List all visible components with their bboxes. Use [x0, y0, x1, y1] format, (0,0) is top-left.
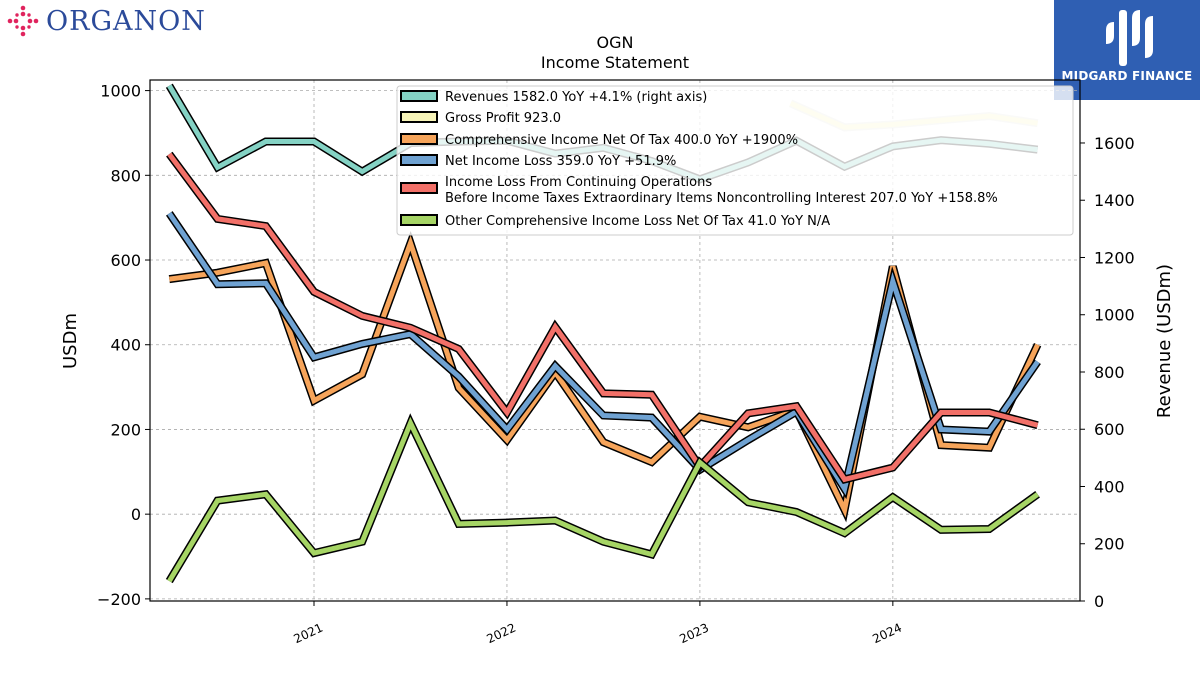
y-tick-label: 1000 — [100, 82, 141, 101]
organon-logo: ORGANON — [6, 4, 206, 38]
legend-swatch — [400, 154, 438, 166]
series-outline — [168, 231, 1042, 523]
x-tick-label: 2021 — [292, 621, 326, 647]
x-axis: 2021 2022 2023 2024 — [292, 601, 904, 646]
plot-frame — [149, 79, 1081, 602]
y-axis-right-label: Revenue (USDm) — [1154, 264, 1175, 418]
y-right-tick-label: 600 — [1094, 420, 1125, 439]
y-axis-label: USDm — [60, 313, 81, 369]
legend-label: Gross Profit 923.0 — [445, 111, 561, 126]
right-axis: 0 200 400 600 800 1000 1200 1400 1600 — [1080, 134, 1135, 611]
legend-label: Net Income Loss 359.0 YoY +51.9% — [445, 154, 676, 169]
y-right-tick-label: 400 — [1094, 477, 1125, 496]
x-tick-label: 2024 — [870, 621, 904, 647]
legend-swatch — [400, 90, 438, 102]
legend-swatch — [400, 111, 438, 123]
series-line — [167, 152, 1039, 483]
y-tick-label: 200 — [110, 420, 141, 439]
legend-swatch — [400, 133, 438, 145]
series-income-loss-from-continuing-operations-before-income-taxes-extraordinary-items-noncontrolling-interest — [166, 151, 1039, 484]
legend-label-line: Before Income Taxes Extraordinary Items … — [445, 191, 998, 206]
left-axis: −200 0 200 400 600 800 1000 — [97, 82, 150, 609]
x-tick-label: 2023 — [677, 621, 711, 647]
y-right-tick-label: 1400 — [1094, 191, 1135, 210]
midgard-finance-badge: MIDGARD FINANCE — [1054, 0, 1200, 100]
legend-label: Other Comprehensive Income Loss Net Of T… — [445, 214, 830, 229]
series-net-income-loss — [165, 211, 1041, 500]
legend-label-line: Income Loss From Continuing Operations — [445, 175, 712, 190]
y-tick-label: 600 — [110, 251, 141, 270]
legend-label: Comprehensive Income Net Of Tax 400.0 Yo… — [445, 133, 798, 148]
legend-label-line: Net Income Loss 359.0 YoY +51.9% — [445, 154, 676, 169]
legend-label-line: Revenues 1582.0 YoY +4.1% (right axis) — [445, 90, 707, 105]
midgard-finance-name: MIDGARD FINANCE — [1061, 69, 1193, 83]
series-other-comprehensive-income-loss-net-of-tax — [165, 413, 1040, 584]
legend-box — [396, 85, 1074, 236]
legend-label-line: Other Comprehensive Income Loss Net Of T… — [445, 214, 830, 229]
legend: Revenues 1582.0 YoY +4.1% (right axis) Gr… — [396, 85, 1074, 236]
legend-label: Revenues 1582.0 YoY +4.1% (right axis) — [445, 90, 707, 105]
y-tick-label: −200 — [97, 590, 141, 609]
y-right-tick-label: 1000 — [1094, 306, 1135, 325]
organon-flower-icon — [7, 5, 39, 37]
series-line — [167, 211, 1040, 496]
series-comprehensive-income-net-of-tax — [168, 231, 1042, 523]
legend-label-line: Comprehensive Income Net Of Tax 400.0 Yo… — [445, 133, 798, 148]
series-line — [167, 416, 1040, 583]
x-tick-label: 2022 — [484, 621, 518, 647]
y-right-tick-label: 200 — [1094, 535, 1125, 554]
midgard-logo-icon — [1106, 10, 1153, 66]
legend-label-line: Gross Profit 923.0 — [445, 111, 561, 126]
chart-title: OGN — [597, 33, 634, 52]
legend-label: Income Loss From Continuing Operations Be… — [445, 175, 998, 206]
y-right-tick-label: 1200 — [1094, 248, 1135, 267]
y-tick-label: 0 — [131, 505, 141, 524]
y-tick-label: 400 — [110, 336, 141, 355]
legend-swatch — [400, 182, 438, 194]
legend-swatch — [400, 214, 438, 226]
y-right-tick-label: 800 — [1094, 363, 1125, 382]
y-right-tick-label: 0 — [1094, 592, 1104, 611]
y-tick-label: 800 — [110, 166, 141, 185]
chart-subtitle: Income Statement — [541, 53, 689, 72]
y-right-tick-label: 1600 — [1094, 134, 1135, 153]
series-line — [168, 235, 1040, 518]
organon-wordmark: ORGANON — [46, 5, 206, 37]
